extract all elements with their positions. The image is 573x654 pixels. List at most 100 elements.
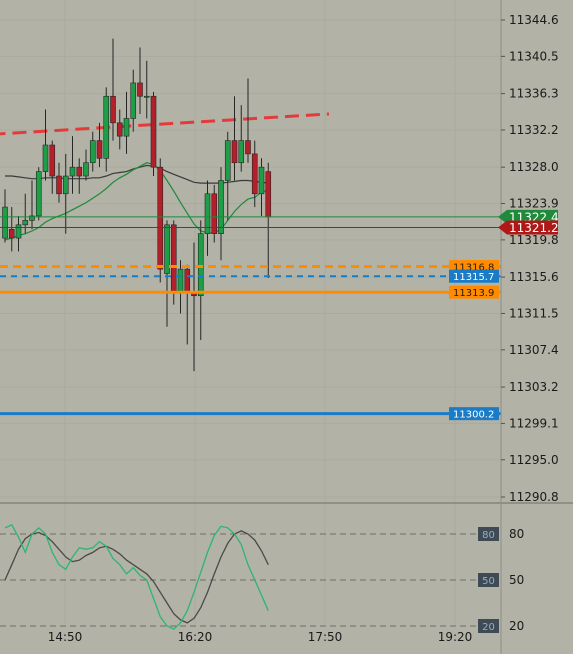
price-tick-label: 11303.2 [509, 380, 559, 394]
candle[interactable] [137, 47, 143, 114]
candle-body-up [69, 166, 76, 177]
oscillator-fast-line [4, 523, 269, 630]
time-tick-label: 17:50 [308, 630, 343, 644]
candle[interactable] [123, 91, 130, 154]
price-tag-box [449, 259, 499, 273]
candle-body-up [258, 166, 265, 195]
oscillator-tick-label: 20 [509, 619, 524, 633]
oscillator-level-tag-label: 50 [482, 576, 495, 587]
candle[interactable] [8, 207, 15, 252]
candle[interactable] [62, 153, 69, 234]
oscillator-tick-label: 80 [509, 527, 524, 541]
candle-body-up [164, 224, 170, 274]
candle[interactable] [89, 131, 96, 172]
price-tag-box [449, 285, 499, 299]
candle[interactable] [15, 215, 22, 252]
time-tick-label: 16:20 [178, 630, 213, 644]
price-tick-label: 11307.4 [509, 343, 559, 357]
candle[interactable] [204, 180, 211, 256]
candle[interactable] [76, 158, 83, 194]
candle[interactable] [211, 184, 218, 243]
candle-body-up [130, 82, 137, 119]
candle[interactable] [258, 158, 265, 216]
price-tick-label: 11311.5 [509, 306, 559, 320]
candle[interactable] [69, 136, 76, 194]
candle-body-up [123, 118, 130, 137]
candle[interactable] [56, 162, 62, 203]
candle-body-down [245, 140, 251, 155]
candle[interactable] [83, 149, 89, 181]
price-tag-label: 11321.2 [509, 221, 559, 235]
candle[interactable] [143, 60, 150, 119]
candle[interactable] [164, 220, 170, 327]
time-tick-label: 19:20 [438, 630, 473, 644]
oscillator-level-tag [478, 573, 499, 587]
trend-line-layer [0, 112, 330, 136]
candle-body-up [177, 268, 184, 292]
candle[interactable] [224, 131, 231, 221]
candle[interactable] [2, 189, 8, 243]
candle[interactable] [49, 140, 56, 194]
price-tag-arrow [498, 209, 558, 224]
candle-body-down [157, 166, 164, 270]
price-tag-label: 11313.9 [453, 288, 494, 299]
price-tag-label: 11315.7 [453, 272, 494, 283]
candle-body-down [184, 268, 191, 292]
candle-body-down [150, 95, 157, 168]
oscillator-lines [4, 523, 269, 630]
candle-body-down [8, 228, 15, 239]
candle[interactable] [245, 78, 251, 163]
candle[interactable] [197, 220, 204, 341]
oscillator-level-tag [478, 619, 499, 633]
candle-body-up [62, 175, 69, 195]
candle-body-up [42, 144, 49, 172]
candle-body-up [35, 171, 42, 217]
candle-body-up [197, 233, 204, 297]
candle[interactable] [238, 105, 245, 172]
candle[interactable] [116, 109, 123, 150]
candle[interactable] [103, 87, 110, 172]
candle-body-down [56, 175, 62, 195]
candle[interactable] [150, 91, 157, 177]
candle[interactable] [96, 122, 103, 168]
price-tick-label: 11340.5 [509, 49, 559, 63]
candle[interactable] [231, 96, 238, 181]
candle[interactable] [35, 167, 42, 221]
candle-body-up [15, 224, 22, 239]
candle[interactable] [157, 158, 164, 283]
candle-body-up [103, 95, 110, 159]
candle[interactable] [251, 140, 258, 208]
price-tick-label: 11323.9 [509, 197, 559, 211]
price-tick-label: 11290.8 [509, 490, 559, 504]
price-tick-label: 11344.6 [509, 13, 559, 27]
oscillator-level-tag [478, 527, 499, 541]
candle-body-up [204, 193, 211, 234]
candle-body-down [137, 82, 143, 97]
axis-labels: 11344.6 11340.5 11336.3 11332.2 11328.0 11323… [48, 13, 559, 644]
grid [0, 0, 501, 625]
candle-body-up [143, 95, 150, 98]
price-tick-label: 11295.0 [509, 453, 559, 467]
candle-body-up [29, 215, 35, 221]
price-tick-label: 11319.8 [509, 233, 559, 247]
trend-line[interactable] [0, 112, 330, 136]
candle[interactable] [29, 180, 35, 230]
price-tick-label: 11332.2 [509, 123, 559, 137]
candle[interactable] [218, 167, 224, 261]
candle-body-up [83, 162, 89, 177]
candle-body-down [211, 193, 218, 234]
candle-body-up [2, 206, 8, 239]
candle-body-down [110, 95, 116, 124]
oscillator-slow-line [4, 530, 269, 624]
candle[interactable] [110, 38, 116, 141]
candle[interactable] [130, 69, 137, 132]
price-tag-box [449, 407, 499, 421]
price-lines [0, 216, 501, 416]
candle[interactable] [42, 109, 49, 181]
price-tag-label: 11300.2 [453, 409, 494, 420]
candle-body-down [265, 171, 272, 218]
candle-body-down [231, 140, 238, 164]
